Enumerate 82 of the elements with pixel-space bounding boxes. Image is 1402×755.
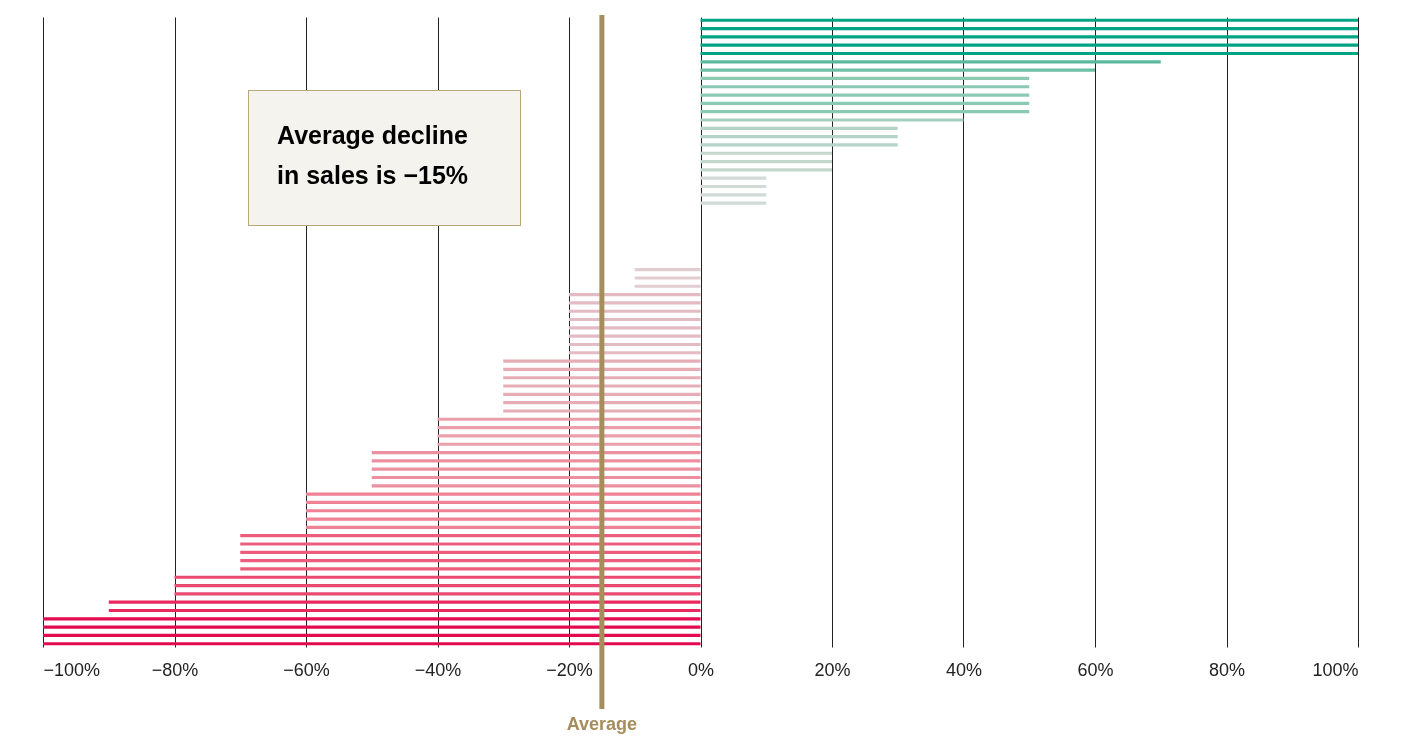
bar [700,110,1030,114]
bar [174,583,701,588]
bar [700,93,1030,97]
bar [437,442,701,446]
bar [503,359,701,363]
bar [700,26,1358,31]
bar [306,517,701,521]
bar [240,542,701,546]
bar [700,68,1095,72]
bar [371,450,701,455]
bar [569,293,701,297]
x-tick-label: 60% [1077,659,1114,680]
bar [240,567,701,571]
bar [700,184,767,189]
bar [503,392,701,396]
bar [700,135,898,139]
bar [634,268,701,272]
bar [503,409,701,413]
bar [43,625,701,629]
bar [43,633,701,638]
x-tick-label: −80% [151,659,199,680]
bar [700,176,767,180]
bar [371,484,701,488]
bar [240,550,701,554]
bar [569,326,701,330]
bar [700,159,832,164]
bar [700,118,964,122]
bar [569,334,701,338]
bar [634,284,701,288]
bar [503,376,701,380]
x-tick-label: −40% [414,659,462,680]
bar [569,317,701,322]
bar [306,525,701,529]
x-tick-label: 80% [1208,659,1246,680]
bar [306,492,701,496]
ref-line-label: Average [566,714,638,734]
bar [437,417,701,421]
x-tick-label: 20% [814,659,851,680]
bar [700,193,767,197]
x-tick-label: 40% [945,659,983,680]
bar [108,600,701,604]
x-tick-label: −60% [283,659,330,680]
bar [700,151,832,155]
bar [700,201,767,205]
bar [700,60,1161,64]
bar [700,35,1358,39]
bar [503,401,701,405]
bar [174,592,701,596]
bar [700,43,1358,47]
bar [634,276,701,280]
bar [437,426,701,430]
bar [700,51,1358,56]
bar [503,384,701,388]
bar [569,342,701,347]
note-box: Average decline in sales is −15% [248,90,521,226]
bar [700,101,1030,105]
x-tick-label: −100% [43,659,101,680]
bar [700,18,1358,22]
bar [700,85,1030,89]
bar [240,559,701,563]
bar [371,459,701,463]
bar [306,509,701,513]
bar [43,617,701,621]
bar [371,475,701,480]
bar [700,143,898,147]
bar [437,434,701,438]
bar [108,608,701,613]
bar [700,168,832,172]
bar [569,301,701,305]
bar [503,367,701,371]
bar [700,126,898,130]
bar [240,534,701,538]
bar [700,76,1030,81]
bar [174,575,701,579]
bar [569,351,701,355]
x-tick-label: 0% [687,659,715,680]
bar [306,500,701,505]
bar [569,309,701,313]
bar [43,642,701,646]
x-tick-label: 100% [1312,659,1359,680]
x-tick-label: −20% [546,659,593,680]
bar [371,467,701,471]
